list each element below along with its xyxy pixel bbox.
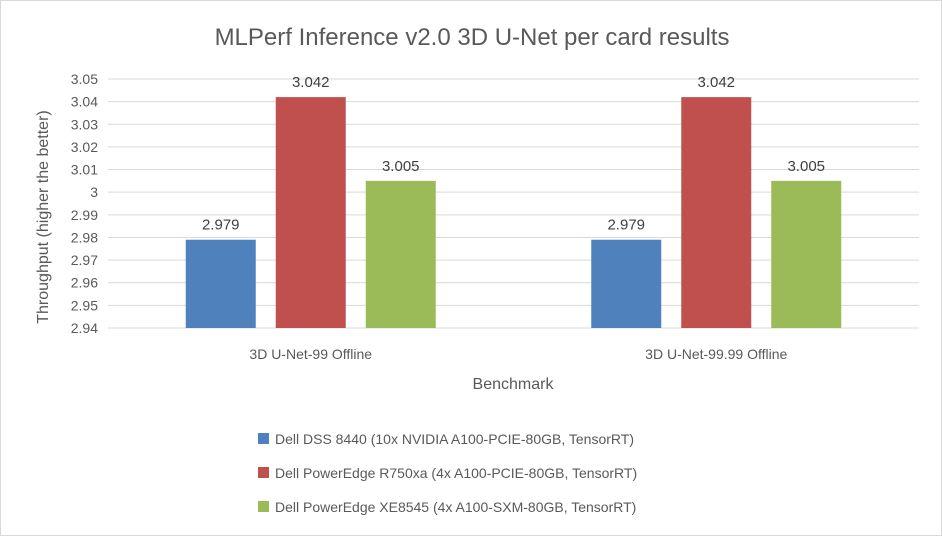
x-axis-categories: 3D U-Net-99 Offline 3D U-Net-99.99 Offlin… <box>249 346 787 362</box>
bar <box>591 239 662 328</box>
data-label: 3.005 <box>787 158 825 175</box>
y-tick-label: 3.05 <box>71 71 98 87</box>
data-label: 2.979 <box>607 217 645 234</box>
y-tick-label: 3.01 <box>71 162 98 178</box>
x-tick-label: 3D U-Net-99.99 Offline <box>645 346 787 362</box>
y-tick-label: 3.04 <box>71 94 98 110</box>
y-tick-label: 3.03 <box>71 116 98 132</box>
y-tick-label: 2.98 <box>71 229 98 245</box>
data-label: 3.042 <box>292 74 330 91</box>
legend-entry: Dell PowerEdge R750xa (4x A100-PCIE-80GB… <box>275 465 637 481</box>
bar <box>275 97 346 328</box>
x-tick-label: 3D U-Net-99 Offline <box>249 346 372 362</box>
y-axis-label: Throughput (higher the better) <box>35 110 52 323</box>
y-axis-ticks: 2.94 2.95 2.96 2.97 2.98 2.99 3 3.01 3.02 3.03 3.0… <box>71 71 98 336</box>
legend-swatch <box>258 433 269 444</box>
legend-entry: Dell DSS 8440 (10x NVIDIA A100-PCIE-80GB… <box>275 431 634 447</box>
bar <box>365 180 436 328</box>
bars <box>185 97 842 328</box>
y-tick-label: 2.99 <box>71 207 98 223</box>
bar <box>681 97 752 328</box>
legend-swatch <box>258 501 269 512</box>
y-tick-label: 2.94 <box>71 320 98 336</box>
y-tick-label: 2.96 <box>71 275 98 291</box>
legend: Dell DSS 8440 (10x NVIDIA A100-PCIE-80GB… <box>258 431 637 515</box>
legend-entry: Dell PowerEdge XE8545 (4x A100-SXM-80GB,… <box>275 499 636 515</box>
data-label: 3.005 <box>382 158 420 175</box>
data-labels: 2.979 3.042 3.005 2.979 3.042 3.005 <box>202 74 825 234</box>
data-label: 3.042 <box>697 74 735 91</box>
data-label: 2.979 <box>202 217 240 234</box>
bar <box>185 239 256 328</box>
y-tick-label: 2.97 <box>71 252 98 268</box>
y-tick-label: 2.95 <box>71 297 98 313</box>
y-tick-label: 3.02 <box>71 139 98 155</box>
chart-title: MLPerf Inference v2.0 3D U-Net per card … <box>215 24 730 51</box>
bar <box>771 180 842 328</box>
legend-swatch <box>258 467 269 478</box>
y-tick-label: 3 <box>90 184 98 200</box>
x-axis-label: Benchmark <box>473 376 555 393</box>
